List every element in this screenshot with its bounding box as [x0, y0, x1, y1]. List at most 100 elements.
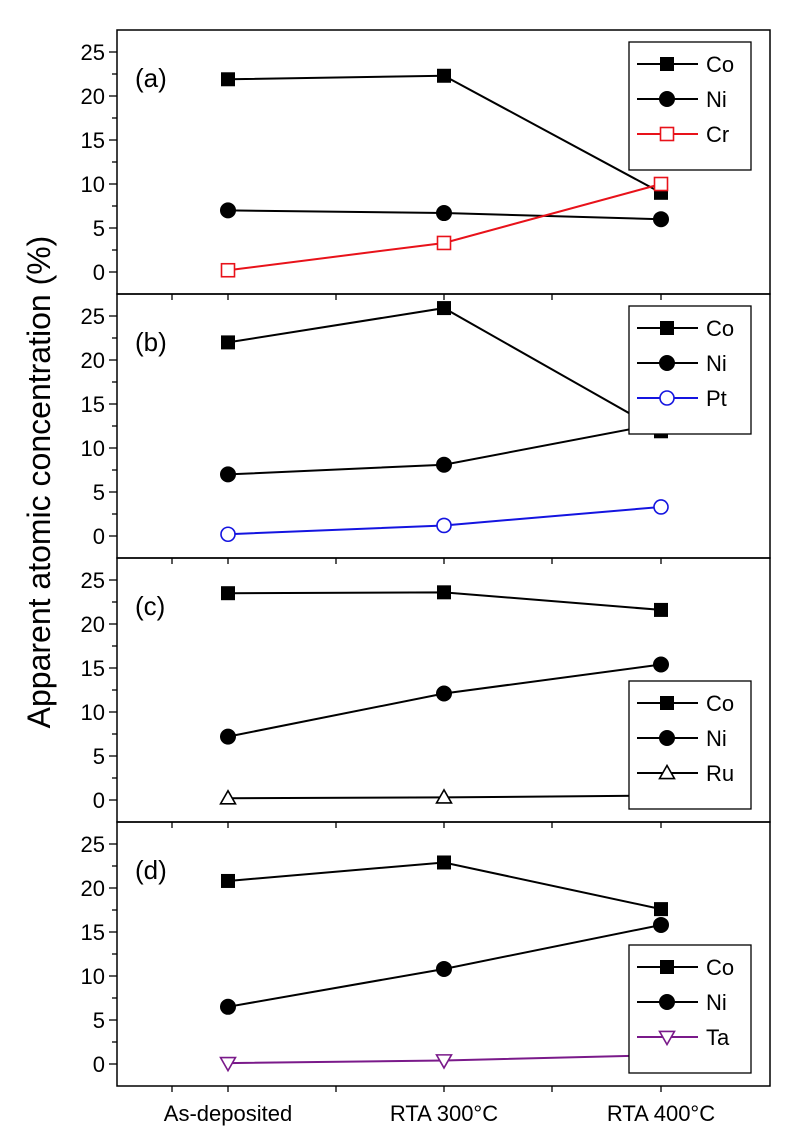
panel-4: 0 5 10 15 20 25 (d) Co Ni Ta	[81, 821, 771, 1092]
series-line	[227, 307, 662, 433]
y-tick-label: 5	[93, 480, 105, 505]
legend-label: Ni	[706, 990, 727, 1015]
marker-open-circle	[220, 526, 236, 543]
legend-label: Ni	[706, 351, 727, 376]
marker-circle	[436, 960, 452, 977]
marker-circle	[653, 656, 669, 673]
marker-open-square	[436, 235, 452, 251]
y-tick-label: 0	[93, 788, 105, 813]
marker-open-triangle-down	[658, 1030, 676, 1047]
y-tick-label: 20	[81, 612, 105, 637]
y-tick-label: 0	[93, 1052, 105, 1077]
x-tick-label: RTA 400°C	[607, 1101, 715, 1126]
series-co	[221, 855, 668, 917]
marker-square	[221, 72, 235, 87]
panel-1: 0 5 10 15 20 25 (a) Co Ni Cr	[81, 29, 771, 300]
legend-label: Ta	[706, 1025, 730, 1050]
marker-open-triangle-down	[435, 1054, 453, 1070]
marker-circle	[220, 998, 236, 1015]
y-tick-label: 0	[93, 524, 105, 549]
series-ni	[220, 415, 669, 483]
marker-square	[437, 855, 451, 870]
marker-open-triangle-down	[219, 1056, 237, 1073]
y-tick-label: 10	[81, 700, 105, 725]
panel-label: (d)	[135, 855, 167, 885]
legend-label: Co	[706, 52, 734, 77]
x-tick-label: RTA 300°C	[390, 1101, 498, 1126]
y-tick-label: 5	[93, 744, 105, 769]
y-tick-label: 20	[81, 84, 105, 109]
marker-circle	[653, 211, 669, 228]
marker-circle	[659, 994, 675, 1010]
marker-circle	[220, 466, 236, 483]
y-tick-label: 5	[93, 216, 105, 241]
legend-label: Ni	[706, 87, 727, 112]
marker-circle	[436, 456, 452, 473]
panel-label: (a)	[135, 63, 167, 93]
marker-square	[437, 585, 451, 600]
marker-open-square	[220, 262, 236, 278]
marker-open-square	[653, 176, 669, 192]
marker-circle	[436, 685, 452, 702]
series-co	[221, 585, 668, 617]
series-co	[221, 68, 668, 200]
y-tick-label: 25	[81, 568, 105, 593]
series-line	[227, 74, 662, 194]
series-ru	[219, 786, 670, 805]
marker-open-circle	[436, 517, 452, 534]
y-tick-label: 10	[81, 172, 105, 197]
legend-label: Co	[706, 316, 734, 341]
marker-open-circle	[659, 390, 675, 406]
legend-label: Co	[706, 691, 734, 716]
marker-square	[654, 902, 668, 917]
legend-label: Pt	[706, 386, 727, 411]
panel-2: 0 5 10 15 20 25 (b) Co Ni Pt	[81, 293, 771, 564]
marker-circle	[220, 728, 236, 745]
series-co	[221, 301, 668, 439]
legend: Co Ni Pt	[628, 305, 752, 435]
marker-circle	[659, 730, 675, 746]
legend: Co Ni Ta	[628, 944, 752, 1074]
marker-circle	[659, 355, 675, 371]
marker-circle	[436, 205, 452, 222]
marker-square	[660, 696, 674, 710]
series-ta	[219, 1048, 670, 1073]
series-cr	[220, 176, 669, 278]
legend-label: Ni	[706, 726, 727, 751]
marker-circle	[659, 91, 675, 107]
series-pt	[220, 499, 669, 543]
marker-square	[660, 960, 674, 974]
marker-circle	[653, 916, 669, 933]
legend-label: Ru	[706, 761, 734, 786]
y-tick-label: 15	[81, 920, 105, 945]
series-ni	[220, 202, 669, 228]
legend-label: Cr	[706, 122, 729, 147]
legend-label: Co	[706, 955, 734, 980]
marker-open-triangle	[435, 788, 453, 804]
marker-square	[660, 57, 674, 71]
panel-label: (b)	[135, 327, 167, 357]
legend: Co Ni Cr	[628, 41, 752, 171]
y-tick-label: 20	[81, 348, 105, 373]
y-tick-label: 10	[81, 436, 105, 461]
marker-square	[660, 321, 674, 335]
marker-square	[221, 586, 235, 601]
marker-circle	[220, 202, 236, 219]
x-tick-label: As-deposited	[164, 1101, 292, 1126]
y-tick-label: 25	[81, 304, 105, 329]
marker-square	[221, 335, 235, 350]
y-tick-label: 20	[81, 876, 105, 901]
panel-3: 0 5 10 15 20 25 (c) Co Ni Ru	[81, 557, 771, 828]
y-tick-label: 15	[81, 392, 105, 417]
y-tick-label: 5	[93, 1008, 105, 1033]
legend: Co Ni Ru	[628, 680, 752, 810]
marker-square	[437, 301, 451, 316]
panel-label: (c)	[135, 591, 165, 621]
marker-open-square	[659, 126, 675, 142]
y-tick-label: 10	[81, 964, 105, 989]
y-axis-label: Apparent atomic concentration (%)	[21, 236, 57, 729]
series-ni	[220, 656, 669, 745]
y-tick-label: 15	[81, 656, 105, 681]
series-ni	[220, 916, 669, 1015]
